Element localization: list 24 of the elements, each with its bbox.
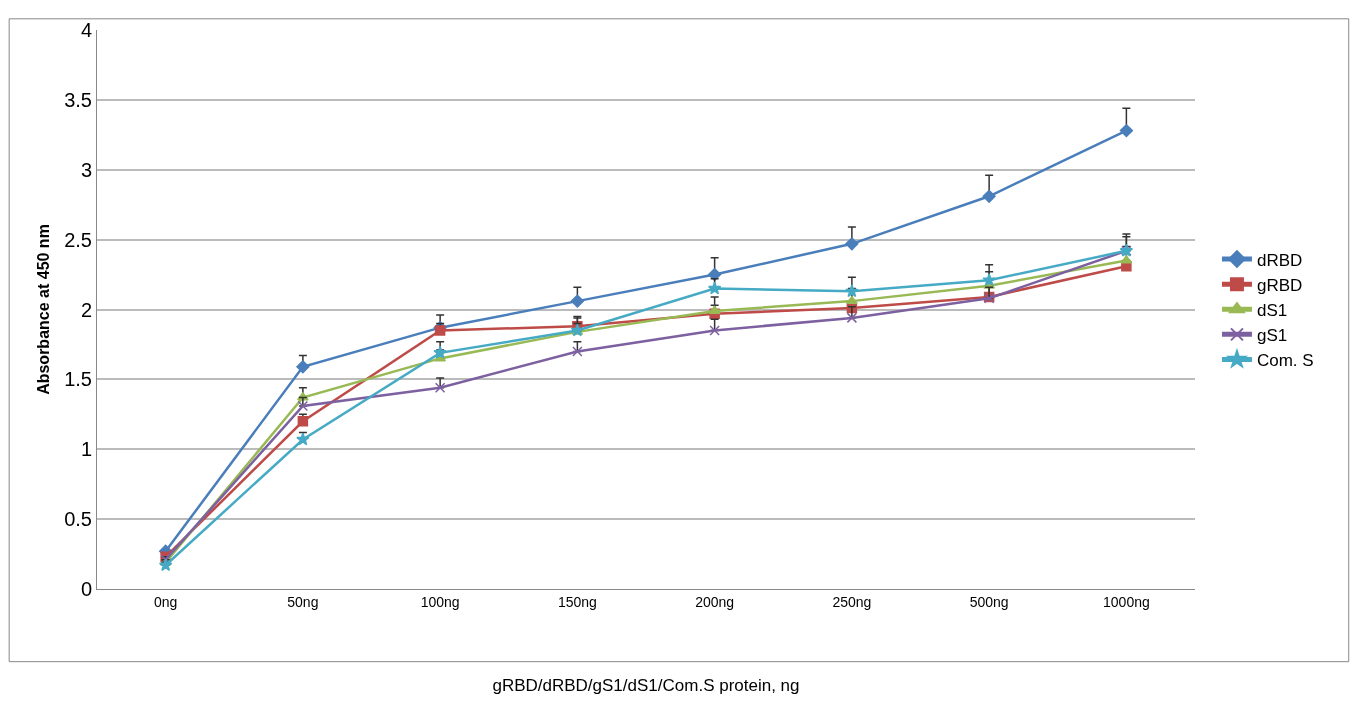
x-tick-label: 500ng: [969, 593, 1009, 610]
legend-label: dS1: [1256, 300, 1288, 320]
y-tick-label: 3: [80, 158, 92, 181]
legend-label: gS1: [1256, 325, 1288, 345]
y-tick-label: 2: [80, 298, 92, 321]
x-tick-label: 0ng: [153, 593, 178, 610]
x-tick-label: 1000ng: [1103, 593, 1150, 610]
x-tick-label: 200ng: [695, 593, 735, 610]
legend-label: dRBD: [1256, 250, 1303, 270]
legend-label: Com. S: [1256, 351, 1314, 371]
x-tick-label: 50ng: [287, 593, 319, 610]
y-tick-label: 2.5: [64, 228, 92, 251]
x-axis-title: gRBD/dRBD/gS1/dS1/Com.S protein, ng: [492, 676, 800, 696]
y-tick-label: 1: [80, 438, 92, 461]
x-tick-label: 250ng: [832, 593, 872, 610]
y-tick-label: 0: [80, 578, 92, 600]
y-axis-title: Absorbance at 450 nm: [35, 224, 53, 395]
y-tick-label: 3.5: [64, 88, 92, 111]
y-tick-label: 0.5: [64, 508, 92, 531]
legend-label: gRBD: [1256, 275, 1303, 295]
x-tick-label: 150ng: [557, 593, 597, 610]
y-tick-label: 4: [80, 19, 92, 41]
x-tick-label: 100ng: [420, 593, 460, 610]
y-tick-label: 1.5: [64, 368, 92, 391]
